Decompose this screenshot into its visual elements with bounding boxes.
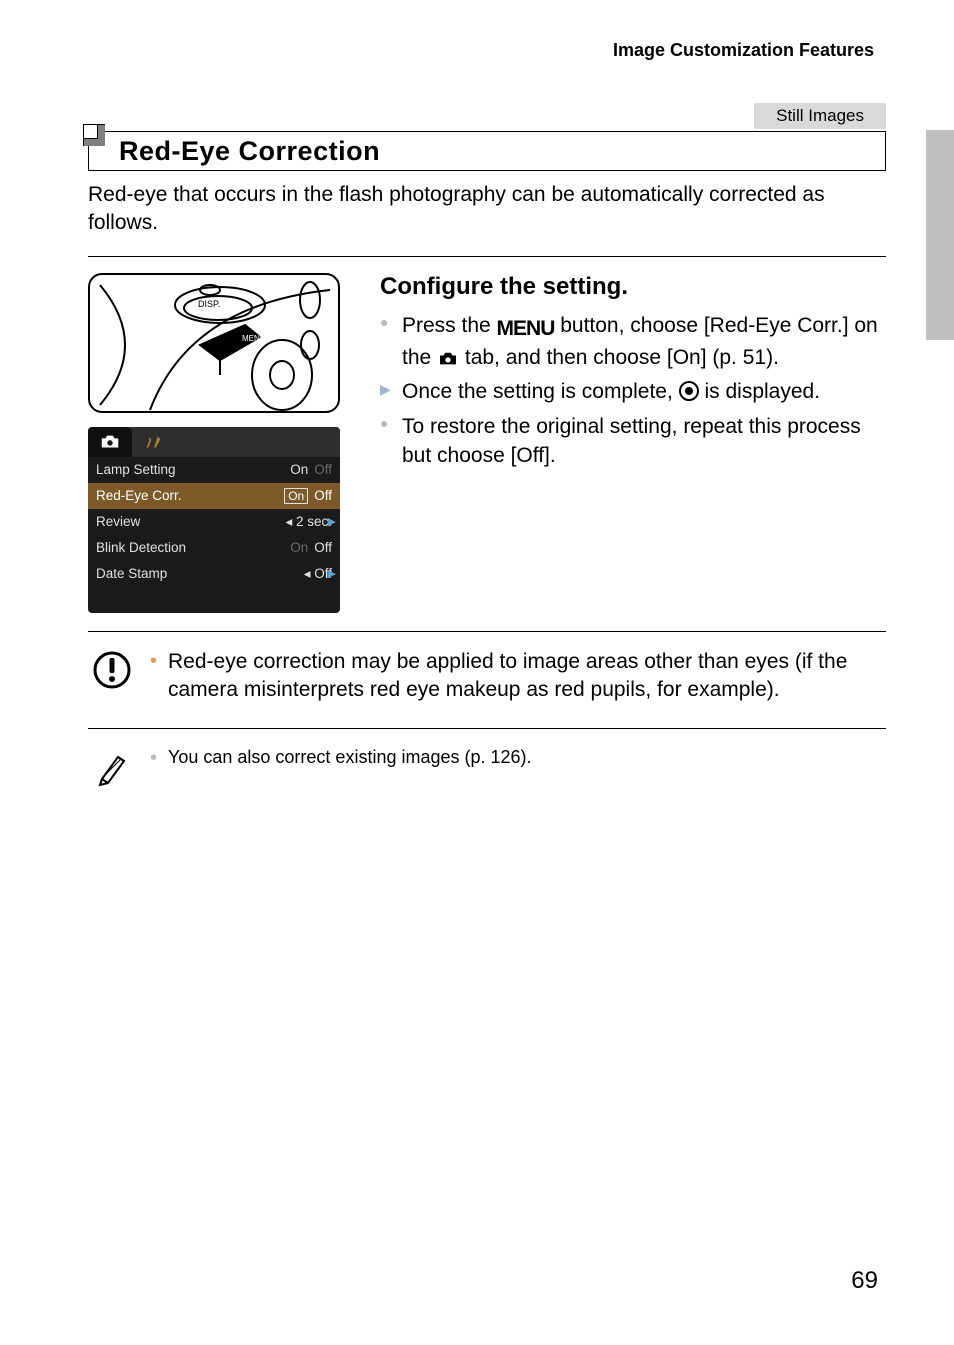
breadcrumb: Image Customization Features (88, 40, 886, 61)
section-header: Red-Eye Correction (88, 131, 886, 171)
bullet-3: To restore the original setting, repeat … (380, 412, 886, 471)
svg-text:MENU: MENU (242, 334, 266, 343)
step-title: Configure the setting. (380, 273, 886, 301)
menu-row: Lamp SettingOnOff (88, 457, 340, 483)
menu-row: Red-Eye Corr.OnOff (88, 483, 340, 509)
menu-screenshot: Lamp SettingOnOffRed-Eye Corr.OnOffRevie… (88, 427, 340, 613)
caution-text: Red-eye correction may be applied to ima… (150, 648, 886, 705)
tools-tab-icon (132, 427, 176, 457)
section-title: Red-Eye Correction (119, 136, 380, 167)
redeye-icon (679, 380, 699, 409)
divider (88, 256, 886, 257)
tip-text: You can also correct existing images (p.… (150, 745, 532, 769)
mode-tag: Still Images (754, 103, 886, 129)
menu-row: Blink DetectionOnOff (88, 535, 340, 561)
step-bullets: Press the MENU button, choose [Red-Eye C… (380, 311, 886, 471)
camera-tab-icon (88, 427, 132, 457)
menu-word-icon: MENU (497, 314, 555, 343)
bullet-1: Press the MENU button, choose [Red-Eye C… (380, 311, 886, 376)
camera-illustration: DISP. MENU (88, 273, 340, 413)
divider (88, 728, 886, 729)
caution-note: Red-eye correction may be applied to ima… (88, 642, 886, 711)
tip-note: You can also correct existing images (p.… (88, 739, 886, 793)
pencil-icon (94, 747, 130, 787)
caution-icon (92, 650, 132, 690)
intro-text: Red-eye that occurs in the flash photogr… (88, 181, 886, 238)
page-number: 69 (851, 1267, 878, 1295)
menu-row: Review◂ 2 sec.▶ (88, 509, 340, 535)
divider (88, 631, 886, 632)
camera-icon (437, 346, 459, 375)
svg-text:DISP.: DISP. (198, 299, 220, 309)
bullet-2: Once the setting is complete, is display… (380, 377, 886, 409)
menu-row: Date Stamp◂ Off▶ (88, 561, 340, 587)
side-tab (926, 130, 954, 340)
